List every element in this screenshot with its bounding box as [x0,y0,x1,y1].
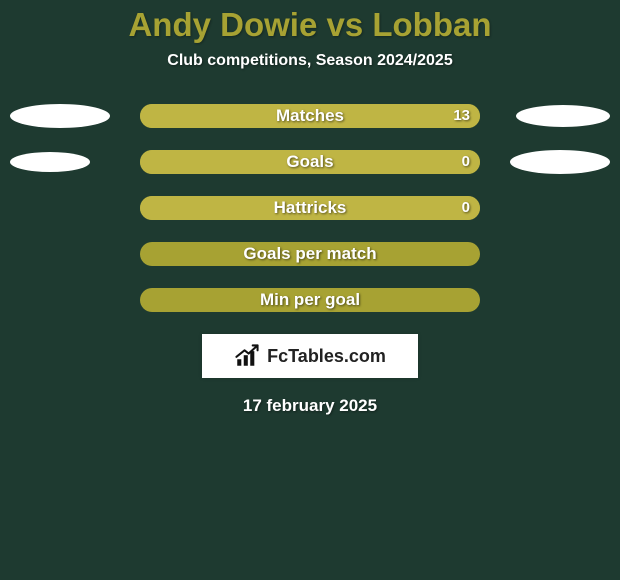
stat-value: 13 [453,104,470,128]
stat-row: Min per goal [0,288,620,312]
stat-row: Hattricks0 [0,196,620,220]
stat-label: Hattricks [140,196,480,220]
stat-rows: Matches13Goals0Hattricks0Goals per match… [0,104,620,312]
subtitle: Club competitions, Season 2024/2025 [0,52,620,70]
brand-text: FcTables.com [267,346,386,367]
stat-bar: Hattricks0 [140,196,480,220]
player-right-marker [510,150,610,174]
stat-bar: Goals0 [140,150,480,174]
player-right-marker [516,105,610,127]
stat-bar: Goals per match [140,242,480,266]
player-left-marker [10,104,110,128]
brand-box[interactable]: FcTables.com [202,334,418,378]
stat-label: Goals per match [140,242,480,266]
stat-bar: Min per goal [140,288,480,312]
stat-value: 0 [462,196,470,220]
stat-bar: Matches13 [140,104,480,128]
stat-row: Goals0 [0,150,620,174]
date-line: 17 february 2025 [0,396,620,416]
comparison-infographic: Andy Dowie vs Lobban Club competitions, … [0,0,620,580]
stat-label: Min per goal [140,288,480,312]
page-title: Andy Dowie vs Lobban [0,0,620,44]
stat-row: Goals per match [0,242,620,266]
stat-value: 0 [462,150,470,174]
player-left-marker [10,152,90,172]
bar-chart-arrow-icon [234,343,260,369]
stat-row: Matches13 [0,104,620,128]
stat-label: Goals [140,150,480,174]
stat-label: Matches [140,104,480,128]
